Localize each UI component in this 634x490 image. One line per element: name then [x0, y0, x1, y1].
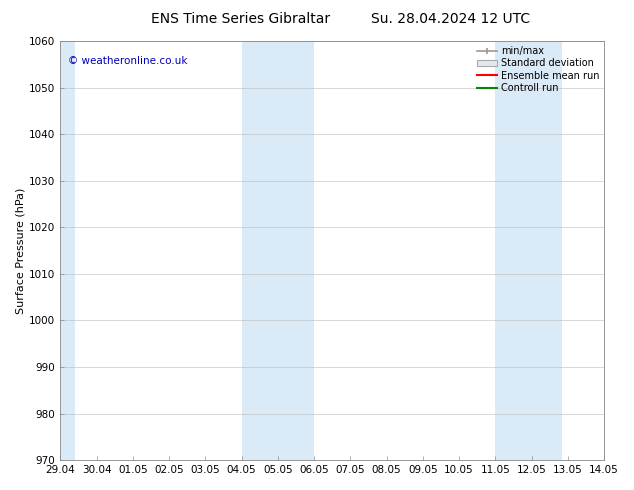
Bar — [60, 41, 75, 460]
Y-axis label: Surface Pressure (hPa): Surface Pressure (hPa) — [15, 187, 25, 314]
Legend: min/max, Standard deviation, Ensemble mean run, Controll run: min/max, Standard deviation, Ensemble me… — [476, 44, 601, 95]
Text: © weatheronline.co.uk: © weatheronline.co.uk — [68, 56, 188, 66]
Bar — [242, 41, 314, 460]
Bar — [495, 41, 562, 460]
Text: ENS Time Series Gibraltar: ENS Time Series Gibraltar — [152, 12, 330, 26]
Text: Su. 28.04.2024 12 UTC: Su. 28.04.2024 12 UTC — [371, 12, 529, 26]
